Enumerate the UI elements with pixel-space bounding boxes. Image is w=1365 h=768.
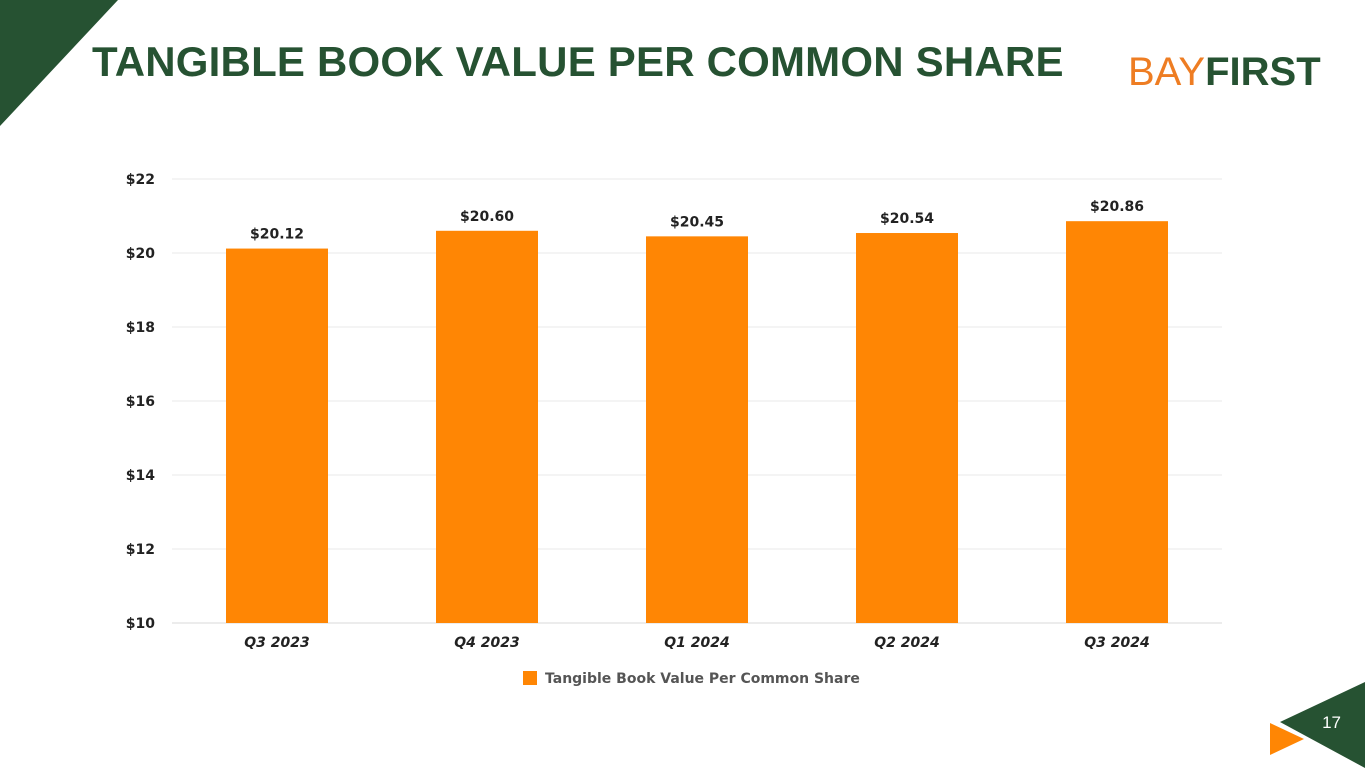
y-tick-label: $14 bbox=[126, 468, 155, 484]
x-axis-category-labels: Q3 2023 Q4 2023 Q1 2024 Q2 2024 Q3 2024 bbox=[244, 635, 1149, 651]
corner-decoration-bottom-right bbox=[1270, 682, 1365, 768]
legend: Tangible Book Value Per Common Share bbox=[523, 671, 860, 687]
data-label: $20.12 bbox=[250, 227, 304, 243]
bar bbox=[856, 233, 958, 623]
x-category-label: Q3 2024 bbox=[1084, 635, 1149, 651]
y-axis-tick-labels: $10 $12 $14 $16 $18 $20 $22 bbox=[126, 172, 155, 632]
y-tick-label: $10 bbox=[126, 616, 155, 632]
logo-first-text: FIRST bbox=[1205, 50, 1321, 94]
y-tick-label: $16 bbox=[126, 394, 155, 410]
y-tick-label: $20 bbox=[126, 246, 155, 262]
data-label: $20.60 bbox=[460, 209, 514, 225]
bar bbox=[646, 236, 748, 623]
data-label: $20.54 bbox=[880, 211, 934, 227]
bar bbox=[226, 248, 328, 623]
y-tick-label: $18 bbox=[126, 320, 155, 336]
x-category-label: Q2 2024 bbox=[874, 635, 939, 651]
bayfirst-logo: BAYFIRST bbox=[1128, 52, 1321, 92]
bars: $20.12 $20.60 $20.45 $20.54 $20.86 bbox=[226, 199, 1168, 624]
data-label: $20.45 bbox=[670, 214, 724, 230]
page-number: 17 bbox=[1322, 713, 1341, 732]
y-tick-label: $12 bbox=[126, 542, 155, 558]
y-tick-label: $22 bbox=[126, 172, 155, 188]
x-category-label: Q3 2023 bbox=[244, 635, 309, 651]
corner-decoration-top-left bbox=[0, 0, 118, 126]
page-title: TANGIBLE BOOK VALUE PER COMMON SHARE bbox=[92, 38, 1064, 85]
logo-bay-text: BAY bbox=[1128, 50, 1206, 94]
x-category-label: Q1 2024 bbox=[664, 635, 729, 651]
bar bbox=[1066, 221, 1168, 623]
legend-swatch bbox=[523, 671, 537, 685]
x-category-label: Q4 2023 bbox=[454, 635, 519, 651]
data-label: $20.86 bbox=[1090, 199, 1144, 215]
bar bbox=[436, 230, 538, 624]
legend-label: Tangible Book Value Per Common Share bbox=[545, 671, 860, 687]
